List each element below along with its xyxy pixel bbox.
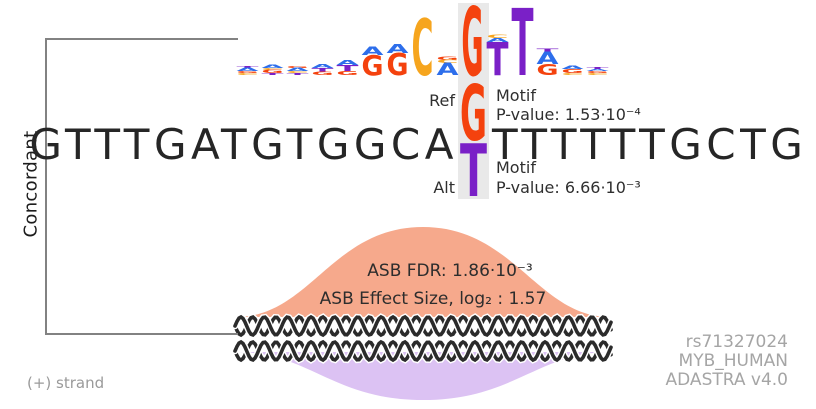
svg-text:A: A [287,67,314,72]
svg-text:A: A [387,41,410,56]
svg-text:C: C [262,67,284,71]
svg-text:A: A [537,49,559,68]
svg-text:G: G [460,70,487,159]
svg-text:T: T [460,130,487,214]
watermark-rsid: rs71327024 [685,332,788,352]
asb-effect-size-text: ASB Effect Size, log₂ : 1.57 [319,289,547,309]
svg-text:G: G [312,71,338,76]
watermark-version: ADASTRA v4.0 [665,370,788,390]
svg-text:G: G [587,70,616,74]
watermark: rs71327024 MYB_HUMAN ADASTRA v4.0 [666,333,788,390]
svg-text:T: T [537,48,560,53]
svg-text:A: A [237,67,264,72]
svg-text:G: G [337,71,361,77]
svg-text:C: C [287,70,309,74]
svg-text:A: A [587,68,618,72]
ref-motif-label: Motif [496,86,536,105]
svg-text:G: G [537,61,559,79]
svg-text:A: A [337,59,362,67]
svg-text:A: A [312,64,338,70]
snp-highlight-band [458,3,489,199]
svg-text:C: C [587,72,609,76]
svg-text:G: G [287,65,316,69]
svg-text:C: C [437,59,459,64]
svg-text:T: T [587,66,610,70]
svg-text:C: C [562,72,584,76]
svg-text:G: G [262,69,288,74]
concordance-bracket [45,38,238,335]
alt-allele-label: Alt [433,178,455,197]
svg-text:G: G [387,48,409,83]
ref-allele-label: Ref [429,91,455,110]
svg-text:T: T [487,32,510,86]
svg-text:A: A [562,65,589,70]
svg-text:T: T [287,72,310,76]
svg-text:A: A [437,60,459,79]
svg-text:G: G [437,56,463,61]
svg-text:G: G [237,70,266,74]
svg-text:G: G [562,69,586,75]
sequence-after-snp: TTTTTTGCTG [492,120,808,169]
svg-text:G: G [462,0,484,98]
ref-motif-pvalue: P-value: 1.53·10⁻⁴ [496,105,641,124]
alt-motif-pvalue: P-value: 6.66·10⁻³ [496,178,641,197]
svg-text:T: T [312,68,335,74]
svg-text:T: T [262,72,285,76]
svg-text:A: A [487,38,513,44]
svg-text:A: A [262,64,289,69]
asb-fdr-text: ASB FDR: 1.86·10⁻³ [367,261,533,281]
svg-text:A: A [362,45,385,58]
sequence-before-snp: GTTTGATGTGGCA [29,120,458,169]
strand-label: (+) strand [27,374,105,392]
svg-text:C: C [412,4,434,94]
svg-text:C: C [237,72,259,76]
watermark-tf-name: MYB_HUMAN [678,351,788,371]
alt-motif-label: Motif [496,158,536,177]
svg-text:T: T [337,63,360,73]
svg-text:T: T [237,65,260,69]
svg-text:T: T [512,0,534,97]
svg-text:C: C [487,34,509,39]
snp-allele-column: GT [460,70,487,214]
svg-text:G: G [362,49,384,82]
